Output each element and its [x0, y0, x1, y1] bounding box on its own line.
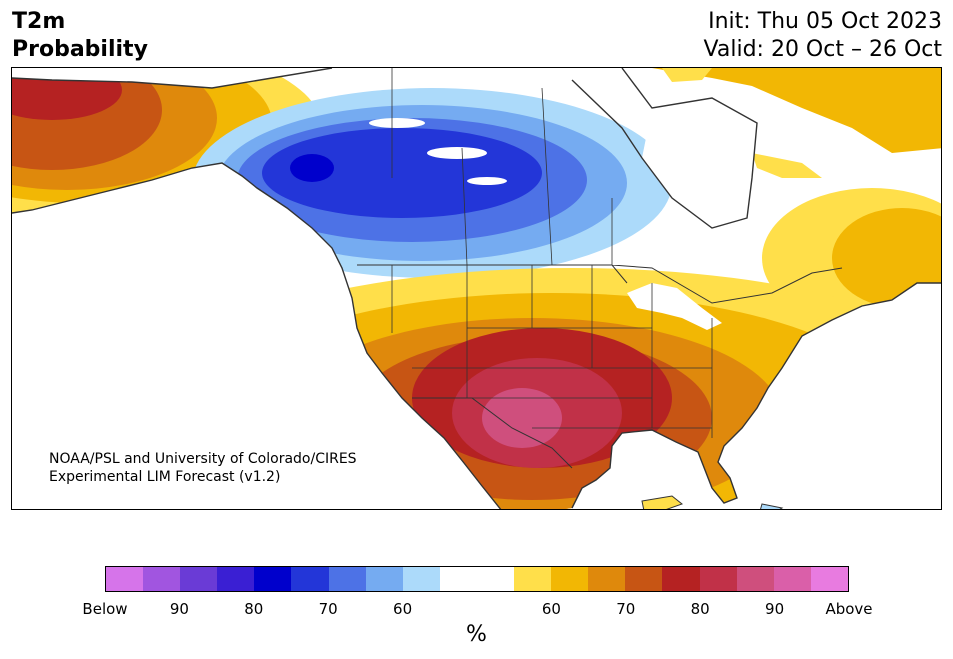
colorbar-cell	[699, 567, 737, 591]
arctic-island-fill-2	[662, 68, 712, 82]
colorbar-tick-label: 60	[393, 600, 413, 618]
colorbar-tick-label: 80	[244, 600, 264, 618]
colorbar-cell	[736, 567, 774, 591]
colorbar-cell	[773, 567, 811, 591]
colorbar-tick-label: Above	[825, 600, 873, 618]
great-bear-lake	[427, 147, 487, 159]
colorbar-cell	[143, 567, 181, 591]
colorbar-tick-label: Below	[82, 600, 128, 618]
great-slave-lake	[467, 177, 507, 185]
greenland-fill	[652, 68, 941, 153]
colorbar-cell	[588, 567, 626, 591]
title-variable: T2m	[12, 9, 66, 34]
colorbar-cell	[662, 567, 700, 591]
colorbar-cell	[476, 567, 515, 591]
map-panel	[11, 67, 942, 510]
colorbar-cell	[254, 567, 292, 591]
colorbar-cell	[328, 567, 366, 591]
colorbar-cell	[514, 567, 552, 591]
caribbean-island	[760, 503, 784, 509]
colorbar-tick-label: 60	[541, 600, 561, 618]
colorbar-cell	[365, 567, 403, 591]
colorbar-cell	[291, 567, 329, 591]
forecast-dates: Init: Thu 05 Oct 2023 Valid: 20 Oct – 26…	[704, 8, 942, 64]
colorbar-tick-label: 90	[765, 600, 785, 618]
colorbar-cell	[625, 567, 663, 591]
great-lakes	[627, 283, 722, 330]
colorbar-cell	[551, 567, 589, 591]
colorbar-cell	[810, 567, 848, 591]
colorbar-cell	[402, 567, 440, 591]
cuba	[641, 495, 684, 509]
probability-map	[12, 68, 941, 509]
valid-range: Valid: 20 Oct – 26 Oct	[703, 37, 942, 62]
credit-line-1: NOAA/PSL and University of Colorado/CIRE…	[49, 451, 357, 467]
colorbar-cell	[180, 567, 218, 591]
colorbar-cell	[217, 567, 255, 591]
colorbar-tick-label: 70	[616, 600, 636, 618]
land-fill	[12, 68, 941, 509]
credit-text: NOAA/PSL and University of Colorado/CIRE…	[49, 450, 357, 486]
map-title: T2m Probability	[12, 8, 148, 64]
colorbar	[105, 566, 849, 592]
colorbar-cell	[106, 567, 144, 591]
arctic-island-fill	[752, 153, 822, 178]
state-borders	[391, 265, 713, 438]
credit-line-2: Experimental LIM Forecast (v1.2)	[49, 469, 281, 485]
colorbar-tick-label: 70	[318, 600, 338, 618]
colorbar-labels: Below 90 80 70 60 60 70 80 90 Above	[82, 600, 872, 618]
northern-lake	[369, 118, 425, 128]
colorbar-cell	[439, 567, 477, 591]
title-subtitle: Probability	[12, 37, 148, 62]
us-mexico-border	[412, 397, 573, 469]
colorbar-tick-label: 80	[690, 600, 710, 618]
coastline	[12, 68, 941, 509]
init-date: Init: Thu 05 Oct 2023	[708, 9, 942, 34]
province-borders	[391, 68, 613, 266]
colorbar-tick-label: 90	[169, 600, 189, 618]
colorbar-unit: %	[466, 622, 487, 647]
